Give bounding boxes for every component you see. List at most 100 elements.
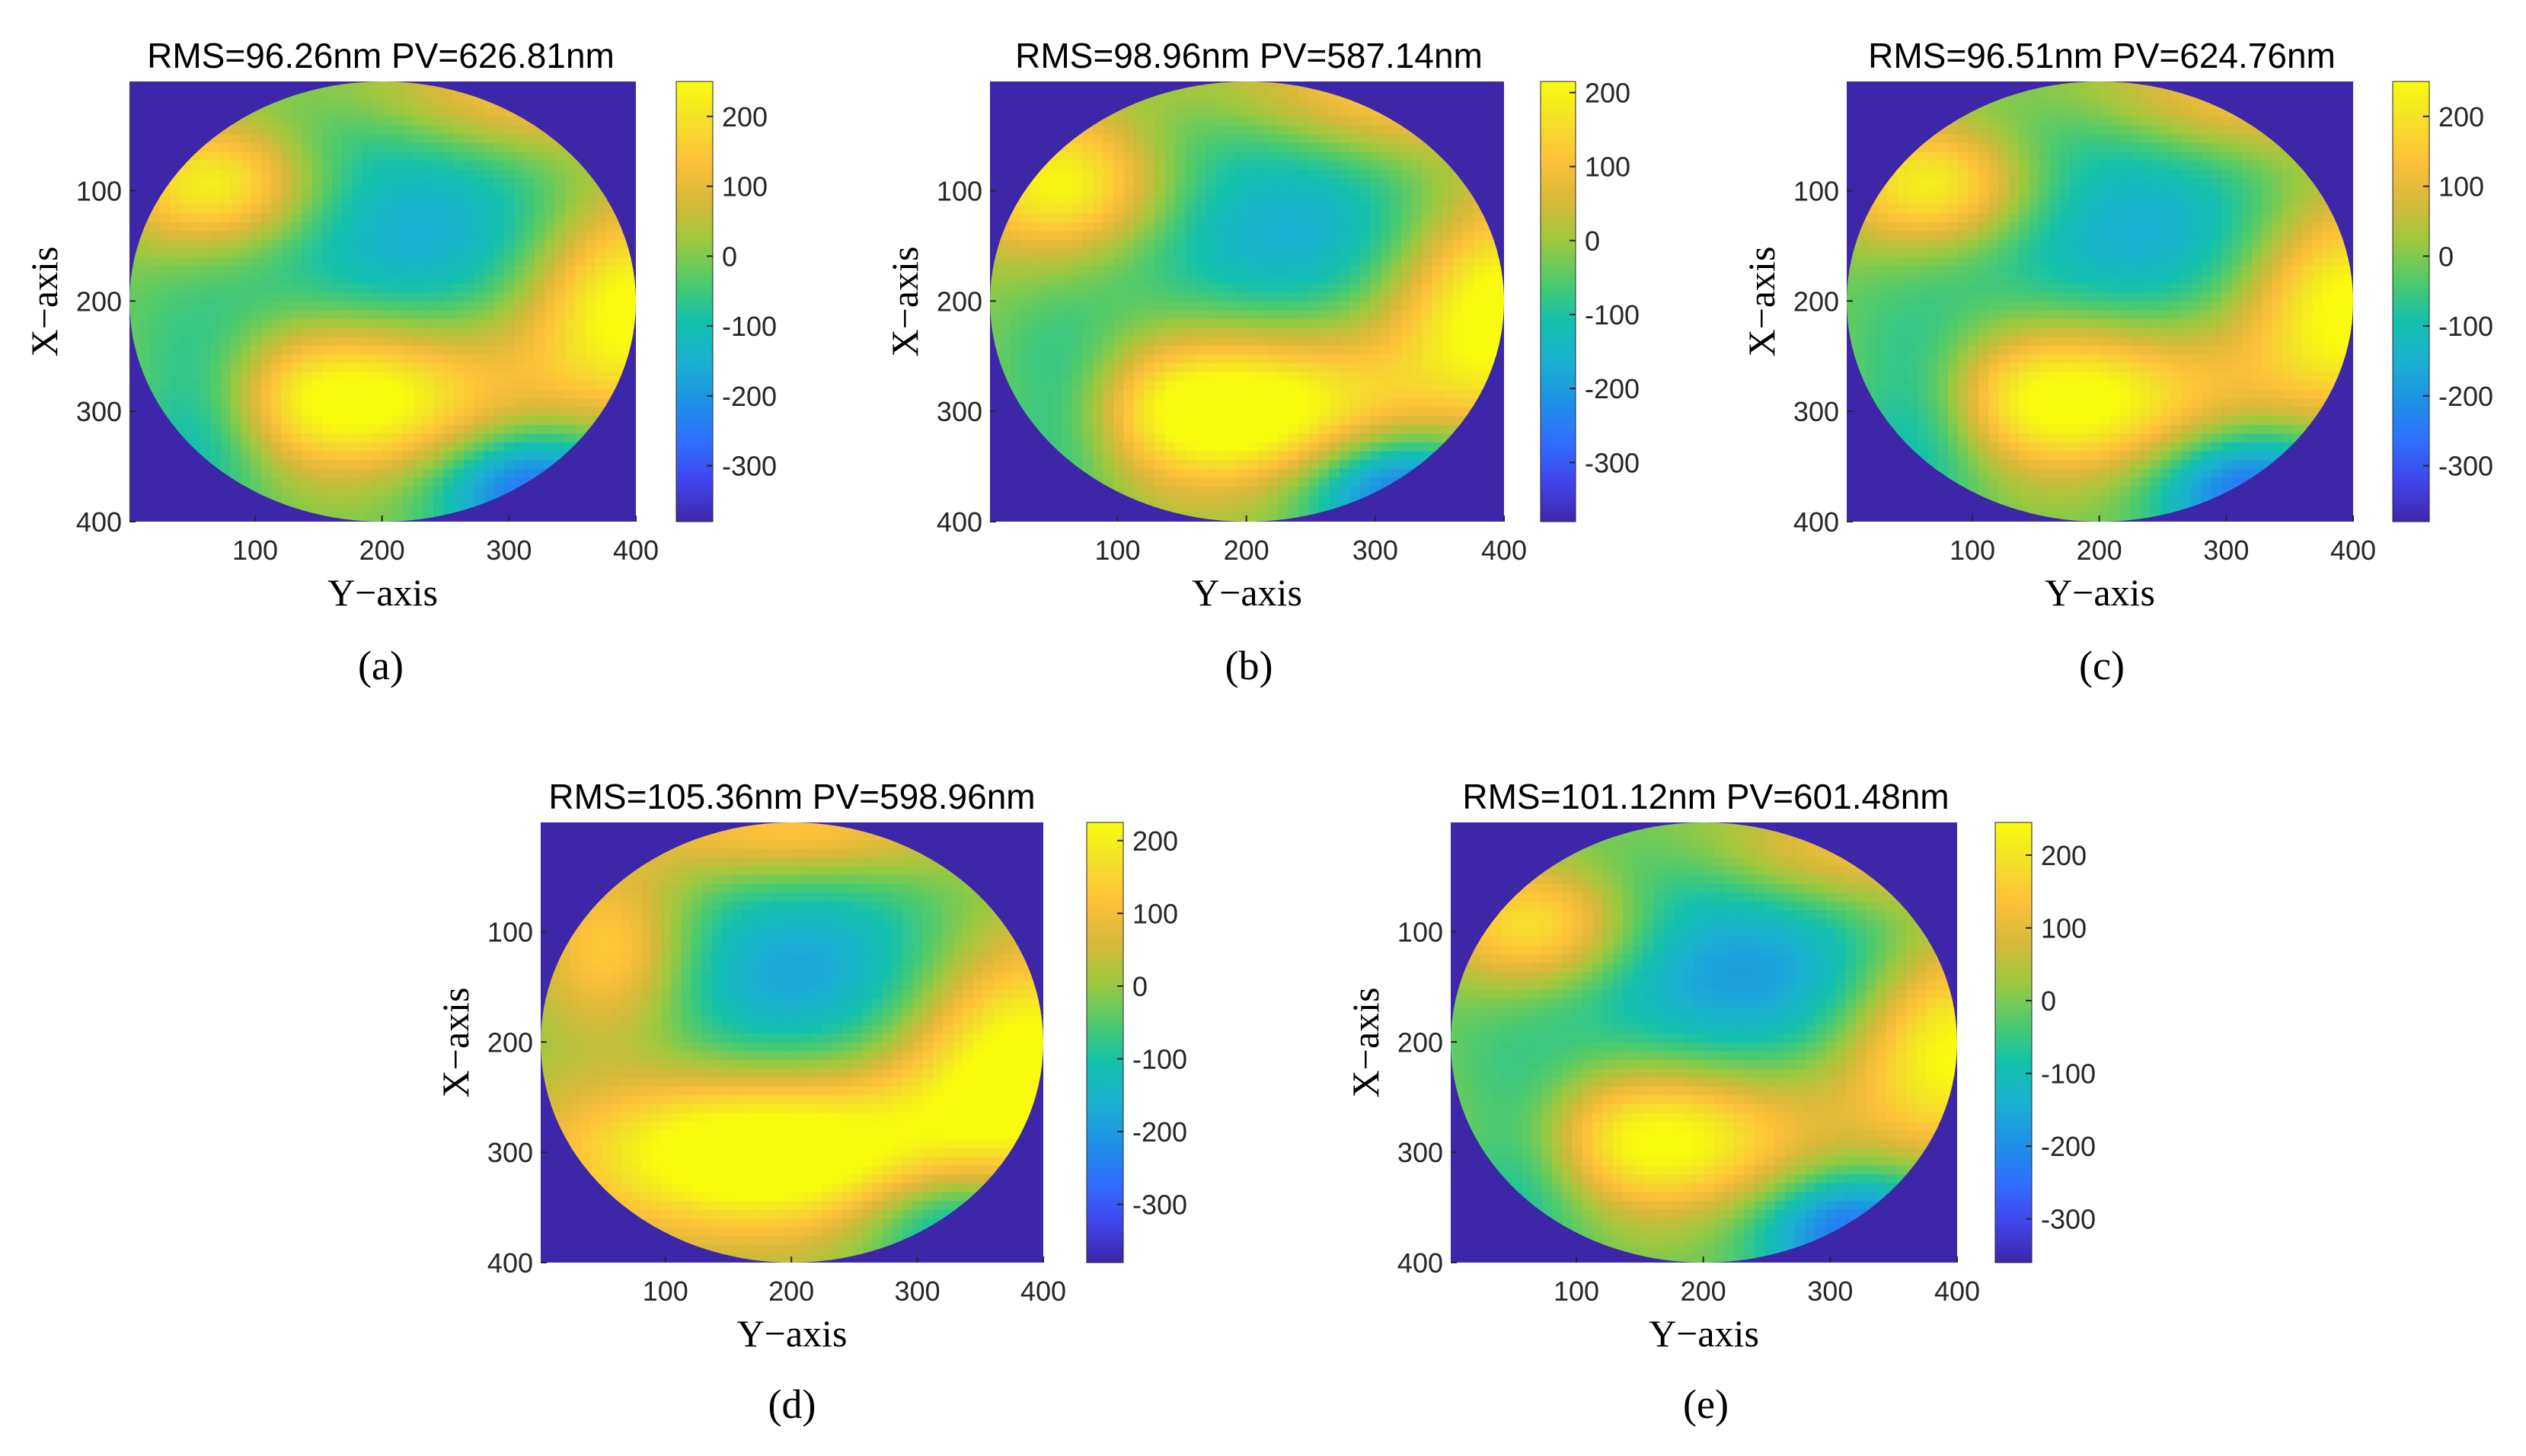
heatmap-cell <box>474 381 485 391</box>
heatmap-cell <box>1216 302 1228 311</box>
heatmap-cell <box>474 125 485 136</box>
heatmap-cell <box>382 407 394 417</box>
heatmap-cell <box>605 372 617 382</box>
heatmap-cell <box>241 240 252 250</box>
heatmap-cell <box>1123 292 1135 302</box>
heatmap-cell <box>291 248 302 258</box>
heatmap-cell <box>1113 222 1125 232</box>
heatmap-cell <box>1349 381 1361 391</box>
heatmap-cell <box>281 142 292 153</box>
heatmap-cell <box>1288 283 1299 294</box>
heatmap-cell <box>1278 99 1289 109</box>
heatmap-cell <box>1093 302 1104 311</box>
heatmap-cell <box>170 196 181 206</box>
heatmap-cell <box>403 257 414 267</box>
heatmap-cell <box>302 90 313 100</box>
heatmap-cell <box>1257 407 1269 417</box>
heatmap-cell <box>463 107 474 118</box>
heatmap-cell <box>1463 372 1474 382</box>
heatmap-cell <box>1340 416 1351 426</box>
heatmap-cell <box>403 231 414 241</box>
heatmap-cell <box>1411 178 1423 188</box>
heatmap-cell <box>1319 468 1330 478</box>
heatmap-cell <box>271 134 283 144</box>
heatmap-cell <box>1319 460 1330 470</box>
heatmap-cell <box>1196 477 1207 487</box>
heatmap-cell <box>1226 460 1237 470</box>
heatmap-cell <box>544 266 556 276</box>
heatmap-cell <box>1103 161 1114 171</box>
heatmap-cell <box>1360 292 1372 302</box>
heatmap-cell <box>170 204 181 215</box>
heatmap-cell <box>433 381 445 391</box>
heatmap-cell <box>1349 468 1361 478</box>
heatmap-cell <box>1319 222 1330 232</box>
heatmap-cell <box>372 337 384 346</box>
heatmap-cell <box>1442 187 1454 197</box>
heatmap-cell <box>1319 204 1330 215</box>
heatmap-cell <box>1144 169 1155 179</box>
heatmap-cell <box>1432 398 1443 408</box>
heatmap-cell <box>1340 460 1351 470</box>
heatmap-cell <box>1206 275 1217 285</box>
heatmap-cell <box>1226 266 1237 276</box>
heatmap-cell <box>1041 266 1052 276</box>
heatmap-cell <box>200 389 212 399</box>
heatmap-cell <box>302 327 313 338</box>
heatmap-cell <box>1288 486 1299 497</box>
heatmap-cell <box>1308 362 1320 373</box>
heatmap-cell <box>1319 134 1330 144</box>
heatmap-cell <box>1154 152 1166 161</box>
heatmap-cell <box>1298 134 1310 144</box>
heatmap-cell <box>321 389 333 399</box>
heatmap-cell <box>1216 107 1228 118</box>
heatmap-cell <box>1340 169 1351 179</box>
heatmap-cell <box>352 460 363 470</box>
heatmap-cell <box>1370 354 1381 364</box>
heatmap-cell <box>1237 134 1248 144</box>
heatmap-cell <box>1247 231 1258 241</box>
heatmap-cell <box>484 407 495 417</box>
heatmap-cell <box>474 389 485 399</box>
heatmap-cell <box>1401 319 1413 329</box>
heatmap-cell <box>1062 222 1073 232</box>
heatmap-cell <box>1391 319 1402 329</box>
heatmap-cell <box>1103 442 1114 452</box>
heatmap-cell <box>1267 310 1279 320</box>
heatmap-cell <box>433 117 445 126</box>
heatmap-cell <box>200 442 212 452</box>
heatmap-cell <box>1370 424 1381 435</box>
heatmap-cell <box>575 196 586 206</box>
heatmap-cell <box>321 134 333 144</box>
heatmap-cell <box>1267 240 1279 250</box>
heatmap-cell <box>241 134 252 144</box>
heatmap-cell <box>615 327 627 338</box>
heatmap-cell <box>1103 345 1114 356</box>
heatmap-cell <box>535 275 546 285</box>
heatmap-cell <box>423 477 434 487</box>
heatmap-cell <box>514 398 525 408</box>
heatmap-cell <box>504 302 516 311</box>
heatmap-cell <box>1072 407 1084 417</box>
heatmap-cell <box>311 354 323 364</box>
heatmap-cell <box>1278 204 1289 215</box>
heatmap-cell <box>372 495 384 505</box>
heatmap-cell <box>1278 90 1289 100</box>
heatmap-cell <box>1062 248 1073 258</box>
heatmap-cell <box>1442 424 1454 435</box>
heatmap-cell <box>1257 107 1269 118</box>
heatmap-cell <box>1164 125 1176 136</box>
heatmap-cell <box>392 442 404 452</box>
heatmap-cell <box>139 266 151 276</box>
heatmap-cell <box>403 345 414 356</box>
heatmap-cell <box>1319 372 1330 382</box>
heatmap-cell <box>1381 460 1392 470</box>
heatmap-cell <box>210 283 222 294</box>
heatmap-cell <box>1103 196 1114 206</box>
heatmap-cell <box>1391 169 1402 179</box>
heatmap-cell <box>564 398 576 408</box>
heatmap-cell <box>1452 372 1464 382</box>
heatmap-cell <box>392 310 404 320</box>
heatmap-cell <box>564 310 576 320</box>
heatmap-cell <box>1473 266 1484 276</box>
